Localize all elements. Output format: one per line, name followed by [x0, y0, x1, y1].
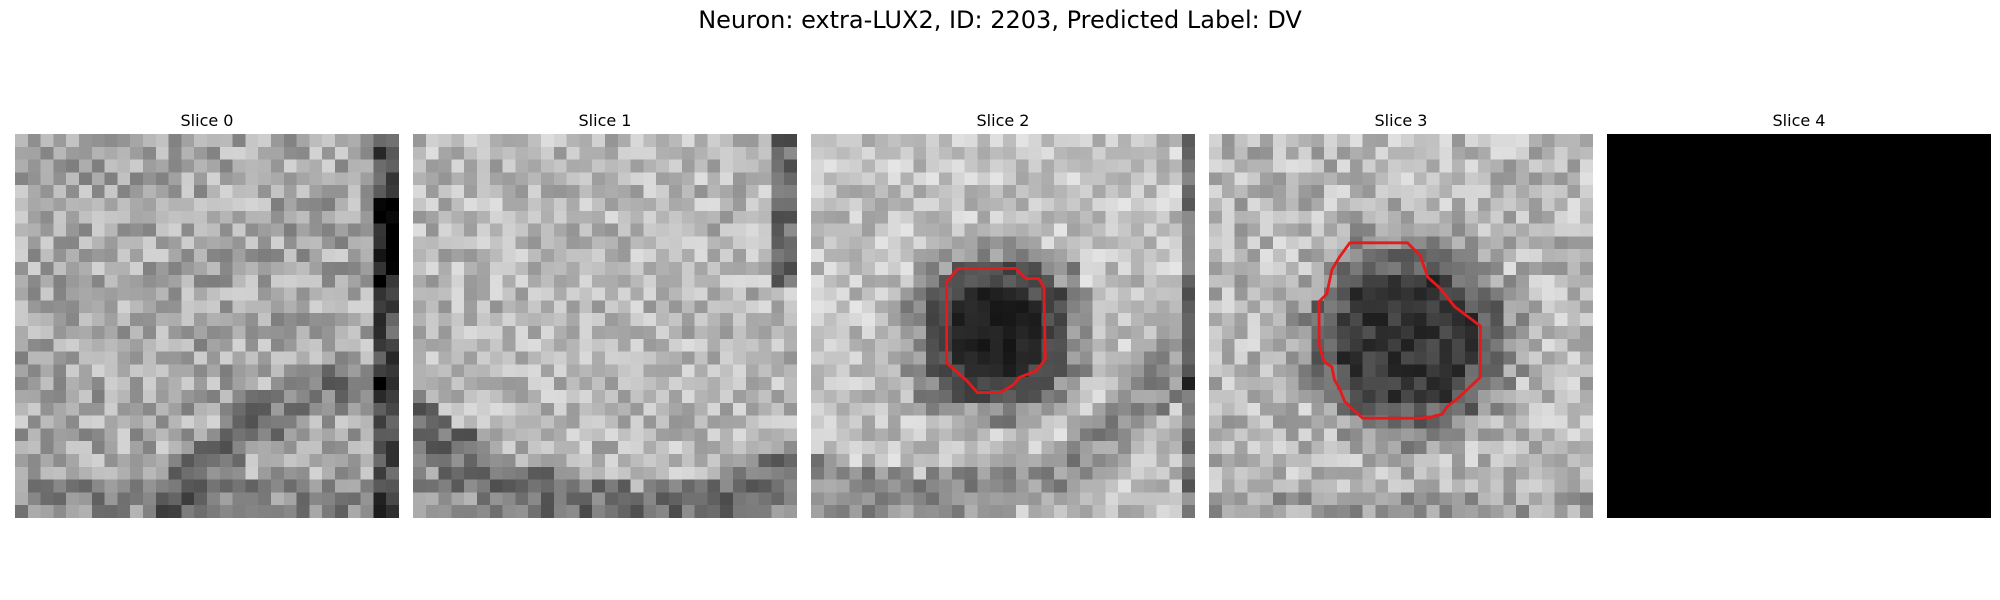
blank-slice-fill — [1607, 134, 1991, 518]
slice-image-1 — [413, 134, 797, 518]
slice-panel-1: Slice 1 — [413, 108, 797, 518]
segmentation-contour-2 — [945, 266, 1047, 394]
slice-panel-3: Slice 3 — [1209, 108, 1593, 518]
slice-title-0: Slice 0 — [180, 111, 234, 130]
segmentation-contour-3 — [1317, 241, 1482, 420]
slice-title-1: Slice 1 — [578, 111, 632, 130]
slice-panel-0: Slice 0 — [15, 108, 399, 518]
slice-image-4 — [1607, 134, 1991, 518]
pixel-grid-0 — [15, 134, 399, 518]
pixel-grid-1 — [413, 134, 797, 518]
slice-title-4: Slice 4 — [1772, 111, 1826, 130]
slice-title-3: Slice 3 — [1374, 111, 1428, 130]
slice-image-2 — [811, 134, 1195, 518]
pixel-grid-3 — [1209, 134, 1593, 518]
figure-title: Neuron: extra-LUX2, ID: 2203, Predicted … — [698, 6, 1302, 34]
slice-title-2: Slice 2 — [976, 111, 1030, 130]
slice-image-0 — [15, 134, 399, 518]
slice-panel-2: Slice 2 — [811, 108, 1195, 518]
pixel-grid-2 — [811, 134, 1195, 518]
slice-panel-4: Slice 4 — [1607, 108, 1991, 518]
slice-image-3 — [1209, 134, 1593, 518]
